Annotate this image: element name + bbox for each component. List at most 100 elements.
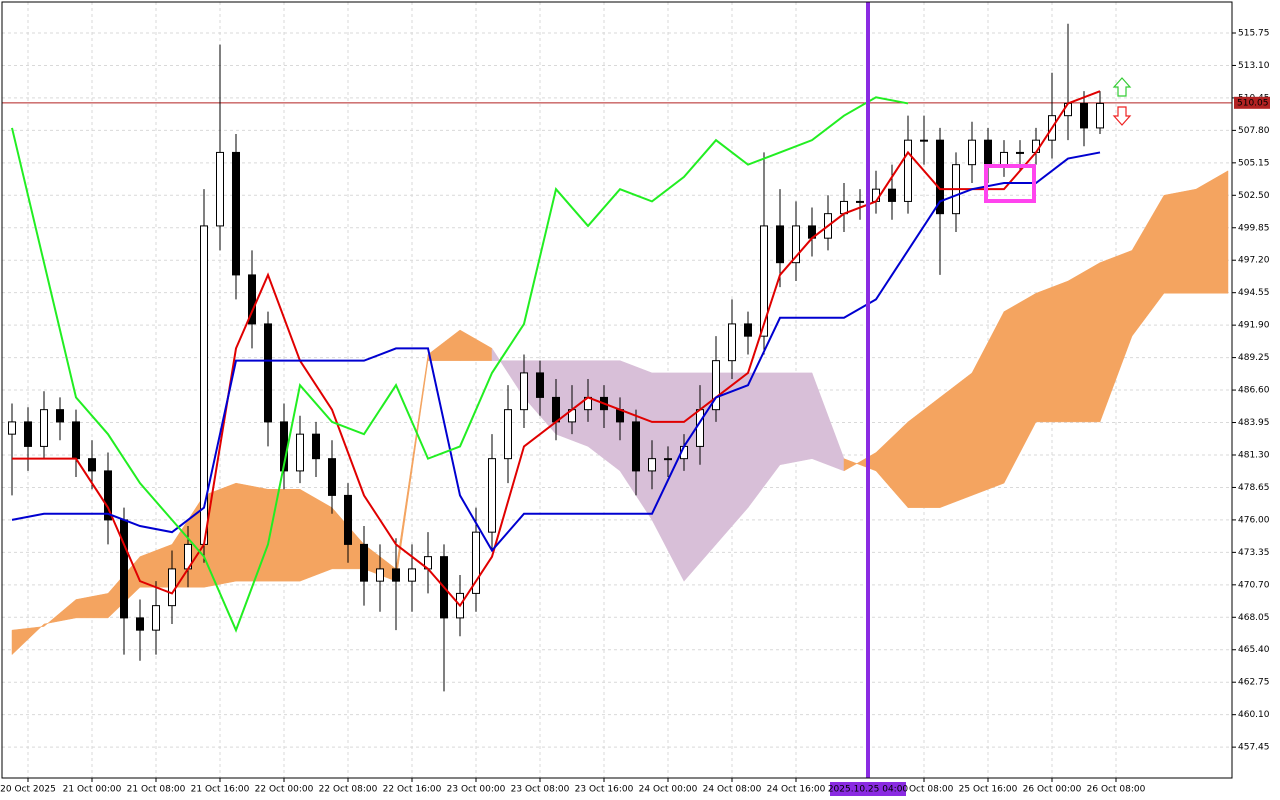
candle-body — [1080, 102, 1088, 129]
candle-body — [152, 605, 160, 631]
cloud-segment — [1195, 170, 1229, 294]
candle-body — [376, 568, 384, 582]
y-tick-label: 476.00 — [1238, 515, 1270, 525]
y-tick-label: 481.30 — [1238, 450, 1270, 460]
y-tick-label: 499.85 — [1238, 223, 1270, 233]
y-tick-label: 462.75 — [1238, 678, 1270, 688]
x-tick-label: 23 Oct 08:00 — [511, 785, 570, 795]
candle-body — [520, 372, 528, 411]
x-tick-label: 25 Oct 16:00 — [959, 785, 1018, 795]
cloud-segment — [779, 372, 813, 466]
candle-body — [408, 568, 416, 582]
x-tick-label: 23 Oct 16:00 — [575, 785, 634, 795]
x-tick-label: 21 Oct 08:00 — [127, 785, 186, 795]
y-tick-label: 505.15 — [1238, 158, 1270, 168]
cloud-segment — [1035, 280, 1069, 423]
candle-body — [488, 458, 496, 533]
x-tick-label: 21 Oct 16:00 — [191, 785, 250, 795]
candle-body — [904, 139, 912, 202]
candle-body — [504, 409, 512, 460]
cloud-segment — [1067, 262, 1101, 423]
candle-body — [24, 421, 32, 447]
y-tick-label: 515.75 — [1238, 28, 1270, 38]
candle-body — [744, 323, 752, 337]
candle-body — [776, 225, 784, 264]
x-tick-label: 24 Oct 16:00 — [767, 785, 826, 795]
x-tick-label: 26 Oct 08:00 — [1087, 785, 1146, 795]
candle-body — [104, 470, 112, 521]
candle-body — [232, 151, 240, 276]
candle-body — [984, 139, 992, 166]
candle-body — [72, 421, 80, 460]
candle-body — [1096, 102, 1104, 129]
y-tick-label: 497.20 — [1238, 256, 1270, 266]
candle-body — [792, 225, 800, 264]
candle-body — [1016, 151, 1024, 154]
candle-body — [632, 421, 640, 472]
y-tick-label: 457.45 — [1238, 743, 1270, 753]
candle-body — [712, 360, 720, 411]
candle-body — [968, 139, 976, 166]
candle-body — [328, 458, 336, 496]
y-tick-label: 470.70 — [1238, 580, 1270, 590]
y-tick-label: 486.60 — [1238, 386, 1270, 396]
candle-body — [264, 323, 272, 423]
y-tick-label: 460.10 — [1238, 710, 1270, 720]
candle-body — [648, 458, 656, 472]
candle-body — [920, 139, 928, 142]
indicator-line — [11, 96, 909, 633]
candle-body — [120, 519, 128, 619]
candle-body — [8, 421, 16, 435]
candle-body — [664, 458, 672, 461]
price-label-bg — [1234, 96, 1270, 109]
y-tick-label: 491.90 — [1238, 321, 1270, 331]
candle-body — [872, 188, 880, 202]
candle-body — [344, 494, 352, 545]
candle-body — [936, 139, 944, 215]
candle-body — [728, 323, 736, 362]
cloud-segment — [267, 489, 301, 582]
y-tick-label: 473.35 — [1238, 548, 1270, 558]
candle-body — [168, 568, 176, 607]
cloud-segment — [235, 482, 269, 582]
x-tick-label: 24 Oct 00:00 — [639, 785, 698, 795]
cloud-segment — [1163, 188, 1197, 294]
candle-body — [312, 433, 320, 460]
candle-body — [392, 568, 400, 582]
candle-body — [216, 151, 224, 227]
candle-body — [1000, 151, 1008, 166]
price-label: 510.05 — [1237, 98, 1269, 108]
candle-body — [1032, 139, 1040, 153]
y-tick-label: 483.95 — [1238, 418, 1270, 428]
x-tick-label: 21 Oct 00:00 — [63, 785, 122, 795]
x-tick-label: 22 Oct 08:00 — [319, 785, 378, 795]
candle-body — [696, 409, 704, 447]
candle-body — [136, 617, 144, 631]
y-tick-label: 507.80 — [1238, 126, 1270, 136]
y-tick-label: 513.10 — [1238, 61, 1270, 71]
indicator-line — [11, 151, 1101, 553]
cloud-segment — [203, 482, 237, 588]
candle-body — [856, 200, 864, 203]
candle-body — [248, 274, 256, 325]
candle-body — [56, 409, 64, 423]
highlight-box — [984, 164, 1036, 203]
plot — [2, 2, 1232, 778]
y-tick-label: 478.65 — [1238, 483, 1270, 493]
marker-label-bg — [830, 782, 906, 796]
down-arrow — [1112, 106, 1132, 126]
candle-body — [472, 531, 480, 594]
x-tick-label: 20 Oct 2025 — [0, 785, 56, 795]
candle-body — [88, 458, 96, 472]
y-tick-label: 494.55 — [1238, 288, 1270, 298]
candle-body — [888, 188, 896, 202]
up-arrow — [1112, 77, 1132, 97]
candle-body — [1064, 102, 1072, 117]
y-tick-label: 465.40 — [1238, 645, 1270, 655]
y-tick-label: 489.25 — [1238, 353, 1270, 363]
x-tick-label: 23 Oct 00:00 — [447, 785, 506, 795]
candle-body — [536, 372, 544, 398]
indicator-line — [12, 90, 1101, 608]
candle-body — [552, 396, 560, 423]
y-tick-label: 502.50 — [1238, 191, 1270, 201]
